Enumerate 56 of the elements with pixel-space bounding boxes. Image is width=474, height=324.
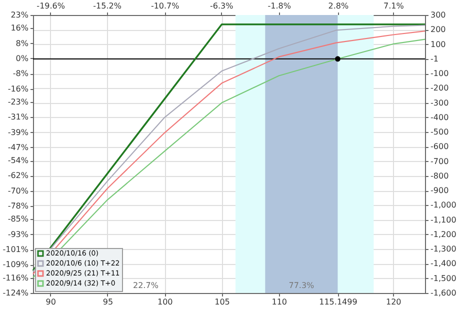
y-tick-label: -109% <box>2 260 29 270</box>
y-tick-label: -54% <box>8 156 29 166</box>
x2-tick-label: -10.7% <box>150 2 180 10</box>
y-tick-label: 8% <box>16 38 29 48</box>
y-tick-label: 0% <box>16 54 29 63</box>
y-tick-label: -93% <box>8 230 29 239</box>
band-label: 77.3% <box>288 281 315 290</box>
x2-tick-label: -1.8% <box>268 2 292 10</box>
y2-tick-label: -1,600 <box>430 288 456 298</box>
y2-tick-label: -500 <box>430 128 449 137</box>
y2-tick-label: 200 <box>430 25 446 34</box>
y-tick-label: 23% <box>10 10 29 20</box>
y2-tick-label: -1,100 <box>430 215 456 224</box>
y-tick-label: -85% <box>8 214 29 224</box>
x-tick-label: 90 <box>46 298 56 306</box>
y-tick-label: -78% <box>8 202 29 211</box>
y-tick-label: -16% <box>8 84 29 94</box>
x2-tick-label: -19.6% <box>36 2 66 10</box>
x-tick-label: 95 <box>102 298 114 306</box>
y2-tick-label: -900 <box>430 186 449 196</box>
y2-tick-label: -1 <box>430 54 438 64</box>
y-tick-label: -23% <box>8 97 29 106</box>
y2-tick-label: -400 <box>430 112 449 122</box>
x-tick-label: 115.1499 <box>319 298 358 306</box>
x-tick-label: 105 <box>214 298 230 306</box>
y2-tick-label: 300 <box>430 10 446 20</box>
y2-tick-label: -200 <box>430 84 449 93</box>
y2-tick-label: -1,400 <box>430 259 456 268</box>
x2-tick-label: -6.3% <box>210 2 234 10</box>
y-tick-label: -101% <box>2 245 29 254</box>
x-tick-label: 120 <box>386 298 402 306</box>
y2-tick-label: -100 <box>430 69 449 78</box>
y-tick-label: -8% <box>12 69 29 78</box>
y2-tick-label: -1,300 <box>430 244 456 254</box>
y-tick-label: -116% <box>2 273 29 282</box>
y2-tick-label: -1,000 <box>430 200 456 210</box>
y2-tick-label: 100 <box>430 40 446 49</box>
y2-tick-label: -300 <box>430 98 449 108</box>
y2-tick-label: -700 <box>430 156 449 166</box>
y-tick-label: 16% <box>10 24 29 33</box>
x-tick-label: 100 <box>157 298 173 306</box>
y-tick-label: -31% <box>8 112 29 122</box>
y-tick-label: -39% <box>8 128 29 137</box>
y2-tick-label: -1,200 <box>430 230 456 239</box>
y2-tick-label: -600 <box>430 142 449 152</box>
y-tick-label: -124% <box>2 288 29 298</box>
y-tick-label: -62% <box>8 171 29 180</box>
x2-tick-label: -15.2% <box>93 2 122 10</box>
y2-tick-label: -1,500 <box>430 274 456 283</box>
x2-tick-label: 7.1% <box>383 2 404 10</box>
y-tick-label: -70% <box>8 186 29 196</box>
annotation: 22.7% <box>133 281 159 290</box>
x2-tick-label: 2.8% <box>328 2 350 10</box>
y-tick-label: -47% <box>8 142 29 152</box>
y2-tick-label: -800 <box>430 171 449 180</box>
x-tick-label: 110 <box>272 298 288 306</box>
